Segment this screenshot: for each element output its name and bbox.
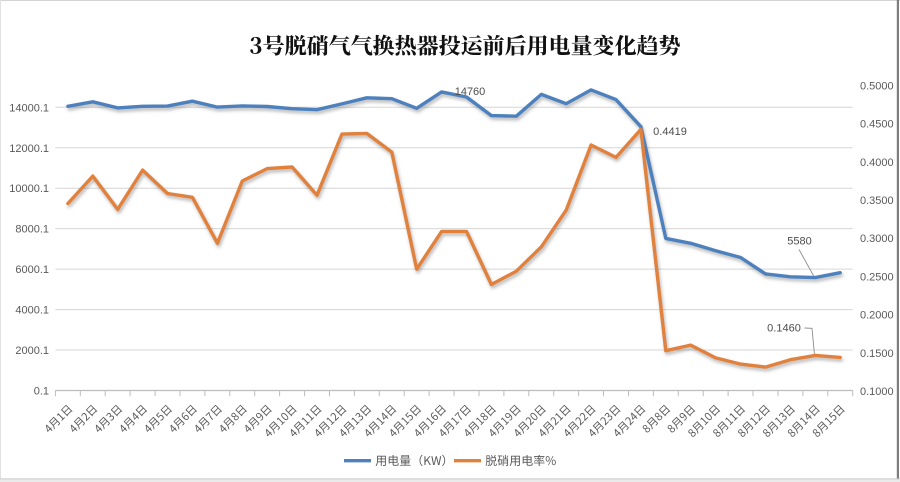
- svg-text:8000.1: 8000.1: [15, 224, 49, 236]
- svg-text:0.1500: 0.1500: [860, 348, 894, 360]
- svg-text:0.4500: 0.4500: [860, 119, 894, 131]
- svg-text:4000.1: 4000.1: [15, 305, 49, 317]
- svg-text:14760: 14760: [455, 86, 486, 98]
- svg-text:0.4419: 0.4419: [653, 126, 687, 138]
- svg-text:0.1000: 0.1000: [860, 386, 894, 398]
- svg-text:5580: 5580: [787, 236, 811, 248]
- svg-text:0.3500: 0.3500: [860, 195, 894, 207]
- svg-text:0.2500: 0.2500: [860, 271, 894, 283]
- svg-text:14000.1: 14000.1: [9, 102, 49, 114]
- svg-text:0.1: 0.1: [34, 386, 49, 398]
- svg-text:0.3000: 0.3000: [860, 233, 894, 245]
- svg-text:12000.1: 12000.1: [9, 143, 49, 155]
- svg-text:0.5000: 0.5000: [860, 81, 894, 93]
- svg-text:2000.1: 2000.1: [15, 345, 49, 357]
- svg-text:10000.1: 10000.1: [9, 183, 49, 195]
- svg-text:0.1460: 0.1460: [767, 323, 801, 335]
- svg-text:6000.1: 6000.1: [15, 264, 49, 276]
- svg-text:0.2000: 0.2000: [860, 310, 894, 322]
- svg-text:0.4000: 0.4000: [860, 157, 894, 169]
